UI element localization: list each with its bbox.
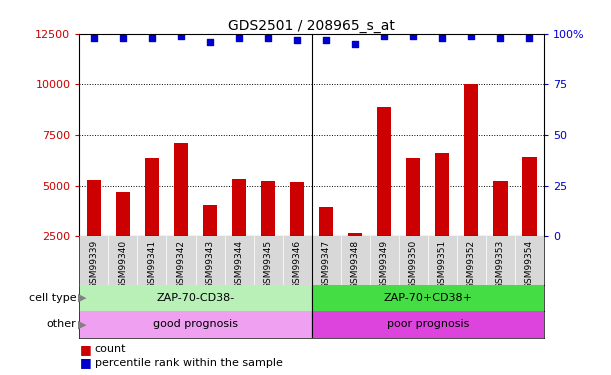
Text: ■: ■ xyxy=(79,356,91,369)
Text: GSM99351: GSM99351 xyxy=(437,240,447,290)
Text: good prognosis: good prognosis xyxy=(153,320,238,329)
Text: count: count xyxy=(95,344,126,354)
Text: GSM99344: GSM99344 xyxy=(235,240,244,289)
Text: ▶: ▶ xyxy=(78,320,86,329)
Bar xyxy=(87,180,101,236)
Bar xyxy=(79,285,312,311)
Text: ▶: ▶ xyxy=(78,293,86,303)
Text: other: other xyxy=(46,320,76,329)
Text: GSM99343: GSM99343 xyxy=(205,240,214,289)
Point xyxy=(234,35,244,41)
Text: GSM99339: GSM99339 xyxy=(89,240,98,290)
Bar xyxy=(493,181,508,236)
Bar xyxy=(312,285,544,311)
Text: GSM99350: GSM99350 xyxy=(409,240,418,290)
Point xyxy=(292,37,302,43)
Text: GSM99341: GSM99341 xyxy=(147,240,156,289)
Point xyxy=(350,41,360,47)
Point xyxy=(263,35,273,41)
Bar xyxy=(115,192,130,236)
Bar xyxy=(312,311,544,338)
Text: GSM99349: GSM99349 xyxy=(379,240,389,289)
Bar xyxy=(79,311,312,338)
Point xyxy=(524,35,534,41)
Bar xyxy=(290,182,304,236)
Text: GSM99354: GSM99354 xyxy=(525,240,534,289)
Text: GSM99340: GSM99340 xyxy=(119,240,128,289)
Point xyxy=(176,33,186,39)
Bar xyxy=(435,153,450,236)
Bar xyxy=(203,205,218,236)
Point xyxy=(118,35,128,41)
Bar xyxy=(348,233,362,236)
Text: GSM99347: GSM99347 xyxy=(321,240,331,289)
Point xyxy=(466,33,476,39)
Point xyxy=(437,35,447,41)
Bar xyxy=(174,143,188,236)
Text: poor prognosis: poor prognosis xyxy=(387,320,469,329)
Bar xyxy=(522,157,536,236)
Point xyxy=(89,35,99,41)
Bar xyxy=(377,106,392,236)
Bar xyxy=(406,158,420,236)
Point xyxy=(147,35,157,41)
Text: cell type: cell type xyxy=(29,293,76,303)
Text: percentile rank within the sample: percentile rank within the sample xyxy=(95,358,282,368)
Text: GSM99345: GSM99345 xyxy=(263,240,273,289)
Bar xyxy=(232,178,246,236)
Text: ZAP-70-CD38-: ZAP-70-CD38- xyxy=(156,293,235,303)
Bar xyxy=(145,158,159,236)
Point xyxy=(321,37,331,43)
Text: GSM99348: GSM99348 xyxy=(351,240,360,289)
Point xyxy=(408,33,418,39)
Text: GSM99346: GSM99346 xyxy=(293,240,302,289)
Text: GSM99353: GSM99353 xyxy=(496,240,505,290)
Title: GDS2501 / 208965_s_at: GDS2501 / 208965_s_at xyxy=(228,19,395,33)
Text: ZAP-70+CD38+: ZAP-70+CD38+ xyxy=(383,293,472,303)
Bar xyxy=(261,181,276,236)
Bar xyxy=(464,84,478,236)
Point xyxy=(496,35,505,41)
Text: ■: ■ xyxy=(79,343,91,356)
Point xyxy=(205,39,215,45)
Point xyxy=(379,33,389,39)
Text: GSM99342: GSM99342 xyxy=(177,240,186,289)
Text: GSM99352: GSM99352 xyxy=(467,240,476,289)
Bar xyxy=(319,207,334,236)
